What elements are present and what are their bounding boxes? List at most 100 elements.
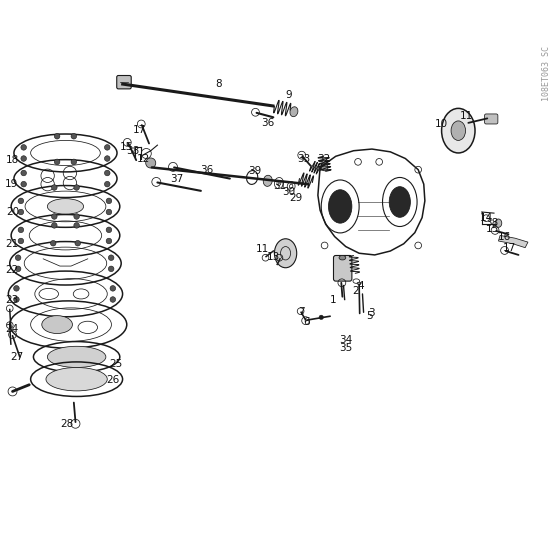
Circle shape (146, 158, 156, 168)
Text: 31: 31 (273, 181, 287, 192)
Text: 18: 18 (6, 155, 19, 165)
Text: 7: 7 (298, 307, 305, 318)
Text: 28: 28 (60, 419, 74, 429)
Text: 15: 15 (486, 224, 500, 234)
Text: 14: 14 (479, 213, 493, 222)
Circle shape (21, 181, 26, 187)
Ellipse shape (48, 346, 106, 367)
Circle shape (106, 209, 111, 215)
Text: 5: 5 (366, 311, 372, 321)
Text: 21: 21 (5, 239, 18, 249)
Ellipse shape (495, 219, 502, 227)
Text: 24: 24 (5, 324, 18, 334)
Text: 2: 2 (352, 286, 358, 296)
Circle shape (54, 133, 60, 139)
Text: 1: 1 (330, 295, 336, 305)
Text: 9: 9 (285, 90, 292, 100)
Circle shape (52, 214, 57, 220)
Ellipse shape (357, 282, 361, 284)
Circle shape (18, 198, 24, 204)
Circle shape (105, 156, 110, 161)
Text: 15: 15 (120, 142, 133, 152)
Text: 19: 19 (5, 179, 18, 189)
Circle shape (106, 238, 111, 244)
Ellipse shape (46, 367, 108, 391)
Text: 8: 8 (216, 79, 222, 89)
Circle shape (74, 185, 80, 190)
Polygon shape (498, 235, 528, 248)
Circle shape (71, 133, 77, 139)
Text: 38: 38 (125, 146, 139, 156)
Ellipse shape (290, 107, 298, 116)
Circle shape (105, 181, 110, 187)
Text: 17: 17 (133, 124, 146, 134)
Circle shape (50, 240, 56, 246)
Ellipse shape (274, 239, 297, 268)
Circle shape (109, 255, 114, 260)
Text: 37: 37 (170, 174, 184, 184)
Text: 26: 26 (106, 375, 119, 385)
Text: 27: 27 (11, 352, 24, 362)
Text: 3: 3 (368, 309, 375, 319)
Ellipse shape (442, 109, 475, 153)
Ellipse shape (389, 186, 410, 217)
Text: 16: 16 (497, 231, 511, 241)
Ellipse shape (451, 121, 465, 141)
Circle shape (18, 238, 24, 244)
Text: 20: 20 (6, 207, 19, 217)
Text: 38: 38 (485, 218, 498, 228)
Circle shape (52, 185, 57, 190)
Text: 13: 13 (267, 251, 280, 262)
Text: 11: 11 (255, 244, 269, 254)
Circle shape (15, 255, 21, 260)
Text: 34: 34 (339, 335, 352, 345)
Circle shape (319, 315, 324, 320)
Circle shape (110, 286, 115, 291)
Circle shape (15, 266, 21, 272)
Circle shape (106, 227, 111, 232)
Text: 39: 39 (248, 166, 262, 176)
Circle shape (18, 227, 24, 232)
FancyBboxPatch shape (484, 114, 498, 124)
Text: 11: 11 (460, 111, 473, 120)
Text: 36: 36 (200, 165, 213, 175)
Circle shape (109, 266, 114, 272)
Text: 23: 23 (5, 295, 18, 305)
Circle shape (54, 159, 60, 165)
Circle shape (74, 223, 80, 228)
Text: 12: 12 (137, 153, 150, 164)
Ellipse shape (42, 316, 72, 334)
Text: 6: 6 (304, 317, 310, 327)
Text: 29: 29 (289, 193, 302, 203)
Text: 30: 30 (282, 187, 295, 197)
FancyBboxPatch shape (116, 76, 131, 89)
Text: 35: 35 (339, 343, 352, 353)
Circle shape (105, 170, 110, 176)
Text: 17: 17 (503, 242, 516, 253)
Circle shape (110, 297, 115, 302)
Circle shape (21, 170, 26, 176)
Text: 36: 36 (261, 118, 274, 128)
Circle shape (52, 223, 57, 228)
Text: 32: 32 (317, 153, 330, 164)
Text: 4: 4 (357, 281, 364, 291)
Ellipse shape (329, 190, 352, 223)
Circle shape (106, 198, 111, 204)
Text: 22: 22 (5, 265, 18, 275)
Circle shape (105, 144, 110, 150)
Ellipse shape (339, 255, 346, 260)
Text: 10: 10 (435, 119, 448, 129)
Ellipse shape (48, 199, 83, 214)
Circle shape (21, 156, 26, 161)
FancyBboxPatch shape (334, 255, 352, 281)
Circle shape (74, 214, 80, 220)
Text: 108ET063 SC: 108ET063 SC (542, 46, 551, 101)
Circle shape (18, 209, 24, 215)
Ellipse shape (263, 175, 272, 186)
Text: 33: 33 (297, 153, 310, 164)
Circle shape (21, 144, 26, 150)
Text: 25: 25 (109, 358, 122, 368)
Circle shape (13, 286, 19, 291)
Circle shape (75, 240, 81, 246)
Circle shape (71, 159, 77, 165)
